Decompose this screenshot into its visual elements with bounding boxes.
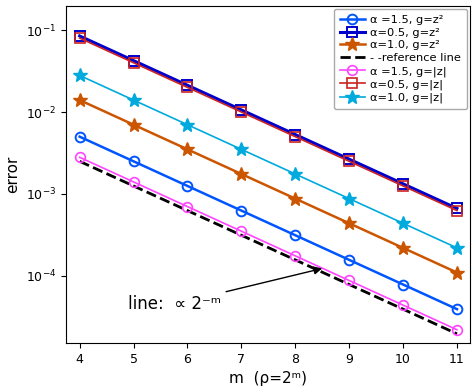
α=0.5, g=|z| <box>131 60 137 65</box>
α=0.5, g=z² <box>238 107 244 112</box>
α=1.0, g=z² <box>292 196 298 201</box>
α=0.5, g=|z| <box>454 208 460 213</box>
α =1.5, g=z² <box>185 183 190 188</box>
α =1.5, g=|z| <box>185 204 190 209</box>
α=1.0, g=|z| <box>238 147 244 152</box>
α=1.0, g=|z| <box>292 172 298 176</box>
Y-axis label: error: error <box>6 156 20 193</box>
α=1.0, g=z² <box>238 172 244 176</box>
Text: line:  ∝ 2⁻ᵐ: line: ∝ 2⁻ᵐ <box>128 267 321 313</box>
- -reference line <box>77 159 82 164</box>
- -reference line <box>454 332 460 336</box>
- -reference line <box>400 307 406 312</box>
α=0.5, g=z² <box>347 157 352 162</box>
α=0.5, g=z² <box>131 58 137 63</box>
α =1.5, g=z² <box>77 134 82 139</box>
α=1.0, g=z² <box>131 122 137 127</box>
Line: - -reference line: - -reference line <box>79 162 457 334</box>
α=0.5, g=z² <box>400 181 406 186</box>
- -reference line <box>131 183 137 188</box>
α=0.5, g=|z| <box>185 85 190 90</box>
α=0.5, g=|z| <box>292 134 298 139</box>
α=1.0, g=z² <box>347 221 352 226</box>
α=0.5, g=z² <box>454 206 460 211</box>
α =1.5, g=z² <box>347 258 352 262</box>
α=1.0, g=z² <box>77 98 82 102</box>
α =1.5, g=z² <box>400 282 406 287</box>
α =1.5, g=|z| <box>131 180 137 184</box>
α =1.5, g=|z| <box>77 155 82 160</box>
Line: α =1.5, g=z²: α =1.5, g=z² <box>75 132 462 314</box>
α =1.5, g=|z| <box>400 303 406 307</box>
Line: α=1.0, g=|z|: α=1.0, g=|z| <box>73 69 464 255</box>
- -reference line <box>347 282 352 287</box>
α=1.0, g=z² <box>454 270 460 275</box>
α=0.5, g=|z| <box>347 159 352 164</box>
α=1.0, g=|z| <box>77 73 82 78</box>
α=0.5, g=|z| <box>400 183 406 188</box>
α=0.5, g=z² <box>185 83 190 87</box>
α=1.0, g=|z| <box>131 98 137 102</box>
α =1.5, g=|z| <box>238 229 244 234</box>
α =1.5, g=z² <box>292 233 298 238</box>
α=0.5, g=|z| <box>238 110 244 114</box>
α=1.0, g=|z| <box>185 122 190 127</box>
- -reference line <box>292 258 298 262</box>
α=1.0, g=|z| <box>347 196 352 201</box>
α =1.5, g=z² <box>238 208 244 213</box>
α =1.5, g=|z| <box>292 254 298 258</box>
α=0.5, g=|z| <box>77 36 82 40</box>
α =1.5, g=z² <box>131 159 137 164</box>
α=1.0, g=|z| <box>454 245 460 250</box>
α =1.5, g=|z| <box>347 278 352 283</box>
Line: α =1.5, g=|z|: α =1.5, g=|z| <box>75 152 462 335</box>
α=1.0, g=z² <box>400 245 406 250</box>
α=0.5, g=z² <box>292 132 298 137</box>
α =1.5, g=|z| <box>454 327 460 332</box>
Line: α=0.5, g=z²: α=0.5, g=z² <box>75 31 462 213</box>
- -reference line <box>238 233 244 238</box>
Line: α=0.5, g=|z|: α=0.5, g=|z| <box>75 33 462 216</box>
- -reference line <box>185 208 190 213</box>
α =1.5, g=z² <box>454 307 460 312</box>
X-axis label: m  (ρ=2ᵐ): m (ρ=2ᵐ) <box>229 372 307 387</box>
α=1.0, g=z² <box>185 147 190 152</box>
Legend: α =1.5, g=z², α=0.5, g=z², α=1.0, g=z², - -reference line, α =1.5, g=|z|, α=0.5,: α =1.5, g=z², α=0.5, g=z², α=1.0, g=z², … <box>334 9 467 109</box>
α=0.5, g=z² <box>77 34 82 38</box>
α=1.0, g=|z| <box>400 221 406 226</box>
Line: α=1.0, g=z²: α=1.0, g=z² <box>73 93 464 279</box>
